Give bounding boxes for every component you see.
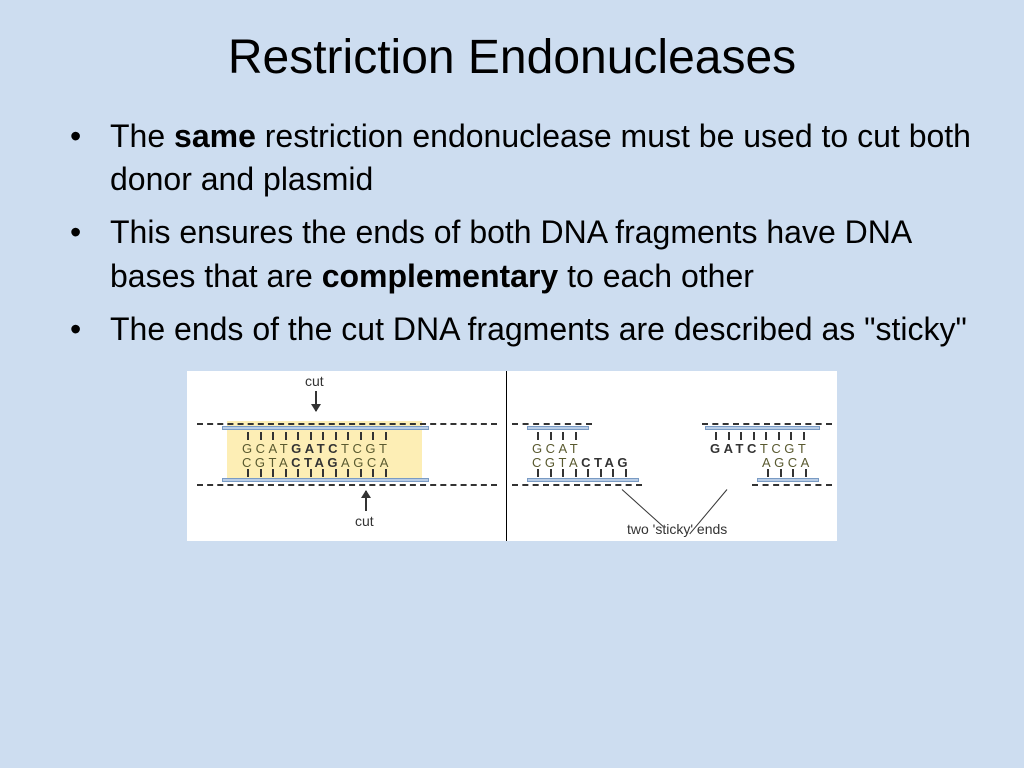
f2-ticks-bot [767, 469, 817, 477]
cut-label-top: cut [305, 373, 324, 389]
f1-seq-top: GCAT [532, 441, 581, 456]
f2-dash-bot [752, 484, 832, 486]
f2-dash-top [702, 423, 832, 425]
slide: Restriction Endonucleases The same restr… [0, 0, 1024, 768]
bullet-1: The same restriction endonuclease must b… [70, 115, 974, 201]
dna-bar-bot [222, 478, 429, 482]
f1-bar-top [527, 426, 589, 430]
f2-ticks-top [715, 432, 815, 440]
ticks-top [247, 432, 397, 440]
seq-bot: CGTACTAGAGCA [242, 455, 392, 470]
dna-bar-top [222, 426, 429, 430]
f2-bar-top [705, 426, 820, 430]
arrow-up-icon [365, 491, 367, 511]
bullet-3: The ends of the cut DNA fragments are de… [70, 308, 974, 351]
bullet-list: The same restriction endonuclease must b… [50, 115, 974, 351]
sticky-ends-label: two 'sticky' ends [627, 521, 727, 537]
diagram-wrap: cut GCATGATCTCGT CGTACTAGAGCA [50, 371, 974, 541]
panel-before-cut: cut GCATGATCTCGT CGTACTAGAGCA [187, 371, 507, 541]
f1-dash-top [512, 423, 592, 425]
f1-bar-bot [527, 478, 639, 482]
dna-diagram: cut GCATGATCTCGT CGTACTAGAGCA [187, 371, 837, 541]
seq-top: GCATGATCTCGT [242, 441, 390, 456]
arrow-down-icon [315, 391, 317, 411]
f2-seq-bot: AGCA [762, 455, 813, 470]
cut-label-bot: cut [355, 513, 374, 529]
f2-bar-bot [757, 478, 819, 482]
bullet-2: This ensures the ends of both DNA fragme… [70, 211, 974, 297]
f1-seq-bot: CGTACTAG [532, 455, 631, 470]
f2-seq-top: GATCTCGT [710, 441, 809, 456]
f1-ticks-bot [537, 469, 637, 477]
f1-ticks-top [537, 432, 587, 440]
panel-after-cut: GCAT CGTACTAG GATCTCGT AGCA [507, 371, 837, 541]
dash-top [197, 423, 497, 425]
slide-title: Restriction Endonucleases [50, 30, 974, 85]
ticks-bot [247, 469, 397, 477]
dash-bot [197, 484, 497, 486]
f1-dash-bot [512, 484, 642, 486]
